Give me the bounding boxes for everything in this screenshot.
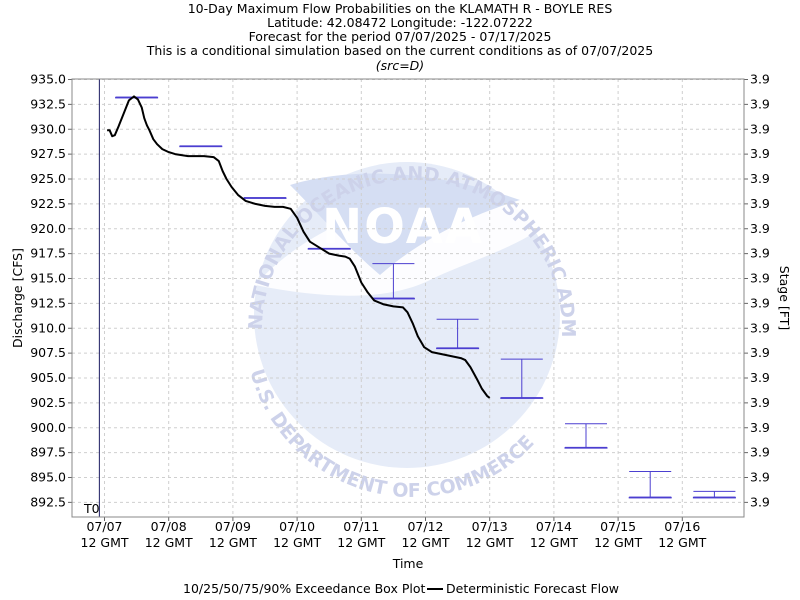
- t0-label: T0: [83, 501, 100, 516]
- plot-border: [71, 78, 745, 518]
- y-tick-label: 895.0: [30, 470, 66, 485]
- y-tick-label: 907.5: [30, 345, 66, 360]
- title-block: 10-Day Maximum Flow Probabilities on the…: [146, 1, 653, 73]
- x-tick-label-time: 12 GMT: [530, 535, 578, 550]
- y2-tick-label: 3.9: [750, 146, 770, 161]
- y2-tick-label: 3.9: [750, 121, 770, 136]
- y-axis-label: Discharge [CFS]: [10, 248, 25, 348]
- x-tick-label-time: 12 GMT: [402, 535, 450, 550]
- x-tick-label-time: 12 GMT: [209, 535, 257, 550]
- deterministic-forecast-line: [107, 95, 491, 399]
- y-tick-label: 920.0: [30, 221, 66, 236]
- y-tick-label: 912.5: [30, 295, 66, 310]
- y2-tick-label: 3.9: [750, 494, 770, 509]
- y-tick-label: 930.0: [30, 121, 66, 136]
- y2-tick-label: 3.9: [750, 320, 770, 335]
- y2-axis-label: Stage [FT]: [777, 266, 792, 330]
- y-tick-label: 935.0: [30, 72, 66, 87]
- y2-tick-label: 3.9: [750, 345, 770, 360]
- legend-boxplot-label: 10/25/50/75/90% Exceedance Box Plot: [183, 581, 425, 596]
- y2-tick-label: 3.9: [750, 370, 770, 385]
- y2-tick-label: 3.9: [750, 395, 770, 410]
- exceedance-boxplot: [564, 423, 608, 449]
- x-tick-label-date: 07/07: [86, 519, 122, 534]
- x-tick-label-date: 07/15: [600, 519, 636, 534]
- y-tick-label: 915.0: [30, 271, 66, 286]
- exceedance-boxplot: [692, 490, 736, 499]
- watermark-bird: [290, 173, 520, 275]
- y-tick-label: 900.0: [30, 420, 66, 435]
- x-tick-label-time: 12 GMT: [594, 535, 642, 550]
- y2-tick-label: 3.9: [750, 470, 770, 485]
- boxplot-layer: [115, 96, 736, 499]
- title-line-2: Latitude: 42.08472 Longitude: -122.07222: [267, 15, 533, 30]
- y2-tick-label: 3.9: [750, 420, 770, 435]
- y-tick-label: 897.5: [30, 445, 66, 460]
- y2-tick-label: 3.9: [750, 271, 770, 286]
- y-tick-label: 892.5: [30, 494, 66, 509]
- watermark-noaa-text: NOAA: [322, 199, 484, 255]
- title-line-1: 10-Day Maximum Flow Probabilities on the…: [188, 1, 613, 16]
- exceedance-boxplot: [371, 263, 415, 300]
- y2-tick-label: 3.9: [750, 96, 770, 111]
- title-line-3: Forecast for the period 07/07/2025 - 07/…: [249, 29, 552, 44]
- y-tick-label: 927.5: [30, 146, 66, 161]
- y2-tick-label: 3.9: [750, 196, 770, 211]
- y-tick-label: 917.5: [30, 246, 66, 261]
- exceedance-boxplot: [436, 318, 480, 350]
- y2-tick-label: 3.9: [750, 295, 770, 310]
- exceedance-boxplot: [179, 145, 223, 148]
- x-tick-label-time: 12 GMT: [658, 535, 706, 550]
- legend-line-label: Deterministic Forecast Flow: [446, 581, 619, 596]
- exceedance-boxplot: [628, 471, 672, 499]
- x-tick-label-time: 12 GMT: [81, 535, 129, 550]
- x-axis-label: Time: [392, 556, 424, 571]
- x-tick-label-time: 12 GMT: [337, 535, 385, 550]
- forecast-line-layer: [107, 95, 491, 399]
- legend: 10/25/50/75/90% Exceedance Box Plot Dete…: [183, 581, 619, 596]
- y2-tick-label: 3.9: [750, 171, 770, 186]
- y2-tick-label: 3.9: [750, 246, 770, 261]
- x-tick-label-date: 07/11: [343, 519, 379, 534]
- grid-layer: [72, 79, 744, 517]
- y-tick-label: 902.5: [30, 395, 66, 410]
- y-tick-label: 910.0: [30, 320, 66, 335]
- x-tick-label-date: 07/12: [407, 519, 443, 534]
- x-tick-label-date: 07/09: [215, 519, 251, 534]
- exceedance-boxplot: [243, 197, 287, 199]
- y2-tick-label: 3.9: [750, 221, 770, 236]
- y2-tick-label: 3.9: [750, 445, 770, 460]
- x-tick-label-time: 12 GMT: [466, 535, 514, 550]
- x-tick-label-time: 12 GMT: [145, 535, 193, 550]
- tick-layer: 935.0 3.9 932.5 3.9 930.0 3.9 927.5 3.9 925.0 3.9…: [30, 72, 770, 551]
- exceedance-boxplot: [500, 358, 544, 399]
- y2-tick-label: 3.9: [750, 72, 770, 87]
- y-tick-label: 932.5: [30, 96, 66, 111]
- chart-subtitle: (src=D): [376, 58, 424, 73]
- x-tick-label-time: 12 GMT: [273, 535, 321, 550]
- y-tick-label: 925.0: [30, 171, 66, 186]
- x-tick-label-date: 07/14: [536, 519, 572, 534]
- x-tick-label-date: 07/08: [151, 519, 187, 534]
- x-tick-label-date: 07/13: [472, 519, 508, 534]
- exceedance-boxplot: [307, 247, 351, 250]
- x-tick-label-date: 07/16: [664, 519, 700, 534]
- y-tick-label: 922.5: [30, 196, 66, 211]
- x-tick-label-date: 07/10: [279, 519, 315, 534]
- y-tick-label: 905.0: [30, 370, 66, 385]
- title-line-4: This is a conditional simulation based o…: [146, 43, 653, 58]
